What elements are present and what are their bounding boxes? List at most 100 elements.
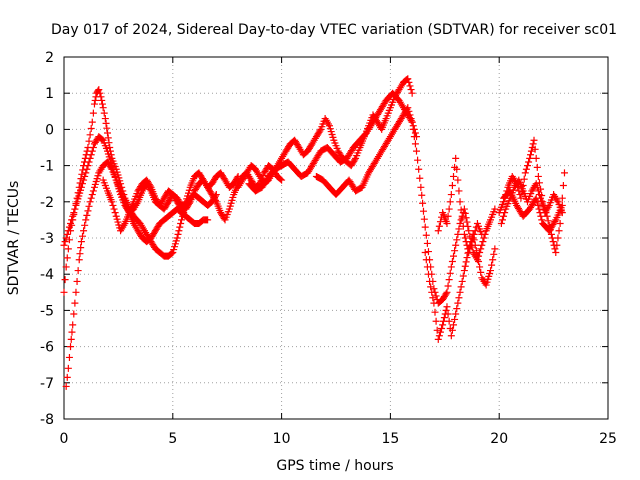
- data-point: [99, 104, 107, 112]
- data-point: [522, 165, 530, 173]
- axis-ticks: 0 5 10 15 20 25 -8 -7 -6 -5 -4 -3 -2 -1 0 1 2: [40, 50, 617, 447]
- data-point: [440, 314, 448, 322]
- y-tick-label: -2: [40, 195, 54, 211]
- data-point: [533, 163, 541, 171]
- data-point: [447, 332, 455, 340]
- data-point: [90, 100, 98, 108]
- data-point: [456, 288, 464, 296]
- data-point: [443, 303, 451, 311]
- data-point: [443, 220, 451, 228]
- data-point: [436, 328, 444, 336]
- data-point: [419, 199, 427, 207]
- data-point: [75, 256, 83, 264]
- data-point: [82, 169, 90, 177]
- data-point: [80, 176, 88, 184]
- data-point: [62, 234, 70, 242]
- data-point: [521, 169, 529, 177]
- data-point: [467, 241, 475, 249]
- data-point: [85, 137, 93, 145]
- data-point: [77, 183, 85, 191]
- data-point: [476, 263, 484, 271]
- data-point: [533, 183, 541, 191]
- data-point: [78, 232, 86, 240]
- data-point: [447, 263, 455, 271]
- data-point: [479, 238, 487, 246]
- data-point: [560, 169, 568, 177]
- data-point: [109, 201, 117, 209]
- data-point: [74, 267, 82, 275]
- data-point: [63, 230, 71, 238]
- data-point: [459, 222, 467, 230]
- data-point: [477, 268, 485, 276]
- data-point: [463, 254, 471, 262]
- data-point: [472, 247, 480, 255]
- data-point: [72, 201, 80, 209]
- data-point: [448, 182, 456, 190]
- data-point: [404, 75, 412, 83]
- data-point: [85, 202, 93, 210]
- data-point: [177, 220, 185, 228]
- data-point: [466, 245, 474, 253]
- data-point: [67, 220, 75, 228]
- data-point: [77, 244, 85, 252]
- data-point: [498, 216, 506, 224]
- data-point: [89, 109, 97, 117]
- data-point: [480, 234, 488, 242]
- data-point: [168, 249, 176, 257]
- data-point: [469, 234, 477, 242]
- data-point: [422, 231, 430, 239]
- data-point: [529, 140, 537, 148]
- data-point: [88, 147, 96, 155]
- data-point: [405, 78, 413, 86]
- data-point: [81, 221, 89, 229]
- data-point: [67, 335, 75, 343]
- data-point: [100, 109, 108, 117]
- data-point: [453, 236, 461, 244]
- data-point: [175, 227, 183, 235]
- data-point: [63, 373, 71, 381]
- data-point: [407, 86, 415, 94]
- data-point: [101, 115, 109, 123]
- data-point: [452, 154, 460, 162]
- data-point: [544, 217, 552, 225]
- data-point: [78, 180, 86, 188]
- data-point: [176, 223, 184, 231]
- data-point: [204, 216, 212, 224]
- data-point: [442, 306, 450, 314]
- data-point: [408, 118, 416, 126]
- data-point: [434, 335, 442, 343]
- data-point: [88, 191, 96, 199]
- series-track-7: [312, 104, 499, 307]
- data-point: [454, 230, 462, 238]
- data-point: [106, 144, 114, 151]
- data-point: [446, 198, 454, 206]
- data-point: [454, 176, 462, 184]
- series-track-4: [99, 162, 286, 235]
- data-point: [559, 182, 567, 190]
- data-point: [438, 325, 446, 332]
- data-point: [556, 220, 564, 228]
- data-point: [553, 241, 561, 249]
- data-point: [445, 205, 453, 213]
- data-point: [535, 205, 543, 213]
- data-point: [64, 227, 72, 235]
- data-point: [534, 201, 542, 209]
- data-point: [450, 172, 458, 180]
- data-point: [465, 227, 473, 235]
- data-point: [61, 238, 69, 246]
- data-point: [61, 276, 69, 284]
- data-point: [497, 220, 505, 228]
- data-point: [411, 129, 419, 137]
- data-point: [448, 326, 456, 334]
- data-point: [89, 187, 97, 195]
- data-point: [407, 115, 415, 123]
- data-point: [416, 174, 424, 182]
- data-point: [429, 294, 437, 302]
- data-point: [444, 282, 452, 290]
- data-point: [411, 140, 419, 148]
- data-point: [83, 211, 91, 219]
- data-point: [91, 96, 99, 104]
- data-point: [458, 214, 466, 222]
- data-point: [408, 89, 416, 97]
- data-point: [430, 299, 438, 307]
